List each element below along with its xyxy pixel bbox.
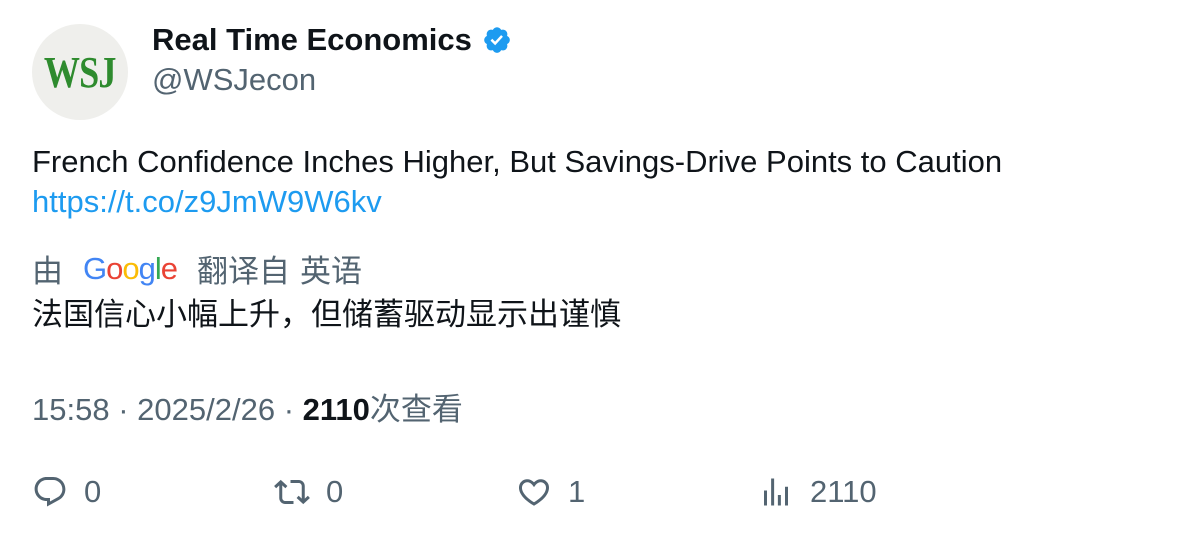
translation-attribution: 由 Google 翻译自 英语 — [32, 246, 362, 291]
reply-icon — [32, 474, 68, 510]
tweet-meta: 15:58 · 2025/2/26 · 2110次查看 — [32, 384, 463, 429]
views-count: 2110 — [810, 474, 877, 509]
source-language: 英语 — [300, 254, 363, 290]
retweet-icon — [274, 474, 310, 510]
tweet-actions: 0 0 1 2110 — [0, 470, 1196, 514]
reply-count: 0 — [84, 474, 102, 509]
translated-text: 法国信心小幅上升，但储蓄驱动显示出谨慎 — [32, 297, 621, 333]
author-display-name[interactable]: Real Time Economics — [152, 22, 472, 57]
meta-views-label: 次查看 — [369, 392, 463, 428]
like-count: 1 — [568, 474, 586, 509]
avatar[interactable]: WSJ — [32, 24, 128, 120]
verified-badge-icon — [482, 25, 512, 55]
retweet-button[interactable]: 0 — [274, 470, 343, 514]
translated-from-label: 翻译自 — [197, 254, 291, 290]
analytics-icon — [758, 474, 794, 510]
views-button[interactable]: 2110 — [758, 470, 877, 514]
wsj-logo: WSJ — [44, 47, 117, 97]
translated-by-label: 由 — [32, 254, 63, 290]
tweet-time[interactable]: 15:58 — [32, 392, 110, 427]
tweet-body: French Confidence Inches Higher, But Sav… — [32, 142, 1162, 222]
like-button[interactable]: 1 — [516, 470, 585, 514]
meta-separator: · — [118, 392, 129, 427]
heart-icon — [516, 474, 552, 510]
meta-views-count: 2110 — [302, 392, 370, 427]
tweet-link[interactable]: https://t.co/z9JmW9W6kv — [32, 184, 382, 219]
meta-separator: · — [283, 392, 295, 427]
google-logo[interactable]: Google — [83, 250, 178, 286]
author-name-row: Real Time Economics — [152, 22, 512, 58]
reply-button[interactable]: 0 — [32, 470, 101, 514]
retweet-count: 0 — [326, 474, 344, 509]
tweet-date[interactable]: 2025/2/26 — [137, 392, 276, 427]
author-handle[interactable]: @WSJecon — [152, 62, 317, 97]
tweet-text: French Confidence Inches Higher, But Sav… — [32, 144, 1003, 179]
